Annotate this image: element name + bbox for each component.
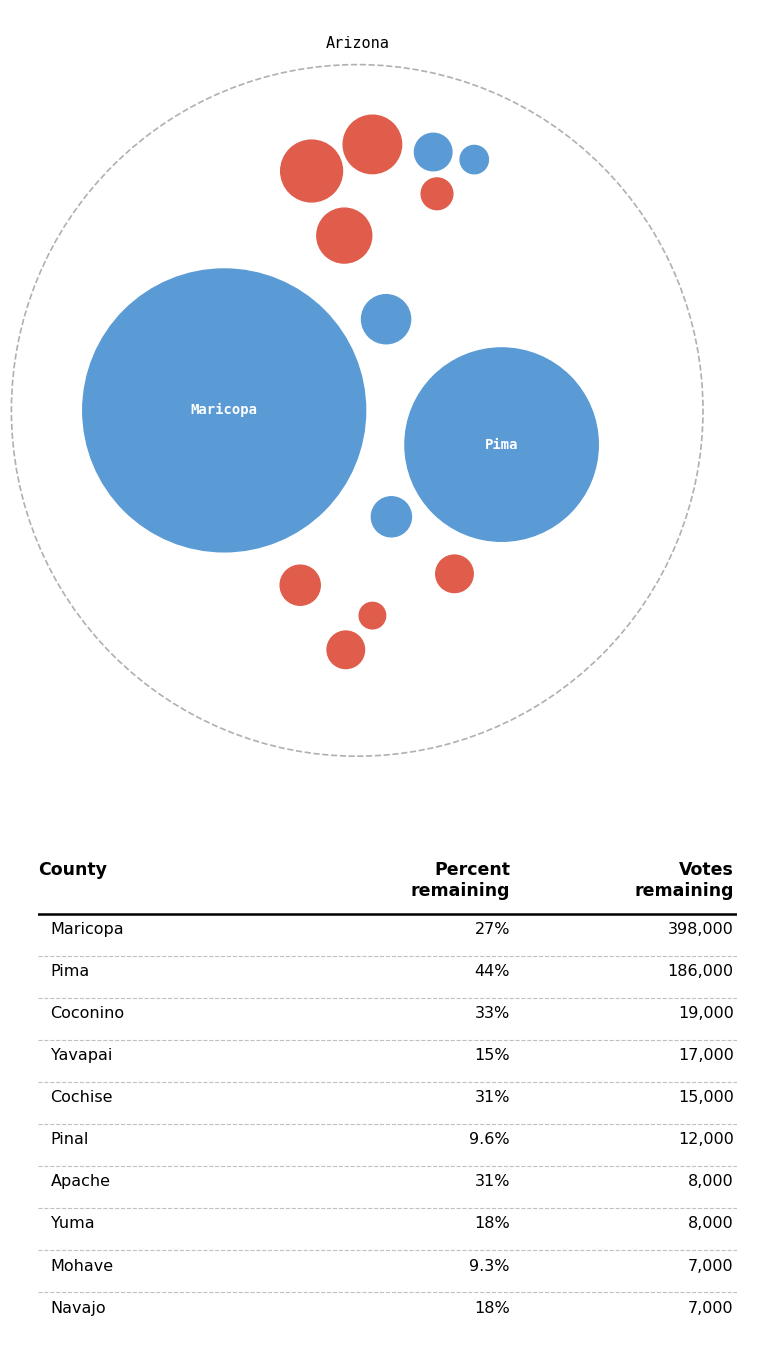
Text: Maricopa: Maricopa — [51, 922, 124, 937]
Text: 18%: 18% — [474, 1301, 510, 1316]
Text: 15%: 15% — [474, 1048, 510, 1063]
Text: 9.3%: 9.3% — [470, 1259, 510, 1274]
Text: 12,000: 12,000 — [678, 1133, 733, 1148]
Text: 7,000: 7,000 — [688, 1301, 733, 1316]
Text: Pima: Pima — [51, 964, 90, 979]
Text: 44%: 44% — [474, 964, 510, 979]
Circle shape — [317, 208, 372, 263]
Text: County: County — [38, 860, 107, 880]
Circle shape — [414, 133, 452, 171]
Text: 19,000: 19,000 — [678, 1007, 733, 1021]
Text: 7,000: 7,000 — [688, 1259, 733, 1274]
Text: 8,000: 8,000 — [688, 1174, 733, 1189]
Text: Yavapai: Yavapai — [51, 1048, 112, 1063]
Circle shape — [280, 565, 320, 605]
Text: Yuma: Yuma — [51, 1216, 94, 1231]
Text: Navajo: Navajo — [51, 1301, 106, 1316]
Circle shape — [359, 602, 385, 629]
Text: Mohave: Mohave — [51, 1259, 114, 1274]
Text: 17,000: 17,000 — [678, 1048, 733, 1063]
Circle shape — [327, 631, 365, 669]
Circle shape — [362, 294, 410, 343]
Text: Pinal: Pinal — [51, 1133, 89, 1148]
Text: Apache: Apache — [51, 1174, 111, 1189]
Text: 9.6%: 9.6% — [470, 1133, 510, 1148]
Text: Maricopa: Maricopa — [191, 404, 258, 417]
Text: 31%: 31% — [474, 1174, 510, 1189]
Text: Coconino: Coconino — [51, 1007, 125, 1021]
Text: 15,000: 15,000 — [678, 1090, 733, 1105]
Circle shape — [435, 555, 473, 592]
Text: Pima: Pima — [485, 438, 518, 451]
Circle shape — [460, 145, 489, 174]
Text: Percent
remaining: Percent remaining — [410, 860, 510, 900]
Circle shape — [83, 269, 366, 551]
Text: 186,000: 186,000 — [667, 964, 733, 979]
Text: Cochise: Cochise — [51, 1090, 113, 1105]
Circle shape — [372, 497, 411, 536]
Text: 18%: 18% — [474, 1216, 510, 1231]
Text: Votes
remaining: Votes remaining — [634, 860, 733, 900]
Circle shape — [280, 140, 343, 202]
Text: 31%: 31% — [474, 1090, 510, 1105]
Text: 398,000: 398,000 — [668, 922, 733, 937]
Circle shape — [421, 178, 453, 209]
Circle shape — [405, 347, 598, 542]
Text: 33%: 33% — [475, 1007, 510, 1021]
Text: 27%: 27% — [474, 922, 510, 937]
Circle shape — [344, 115, 401, 174]
Text: Arizona: Arizona — [325, 36, 389, 51]
Text: 8,000: 8,000 — [688, 1216, 733, 1231]
